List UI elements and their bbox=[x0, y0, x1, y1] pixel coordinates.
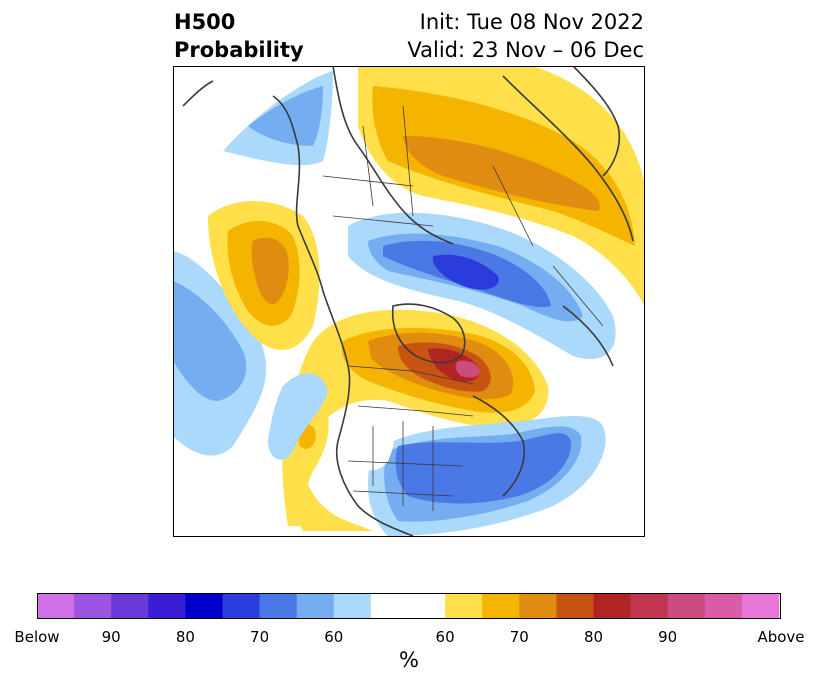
colorbar-below-cell-8 bbox=[333, 593, 372, 619]
colorbar-tick-label-4: 60 bbox=[324, 628, 344, 646]
map-title: H500 Probability bbox=[174, 8, 304, 64]
title-product: Probability bbox=[174, 38, 304, 62]
valid-range: Valid: 23 Nov – 06 Dec bbox=[407, 38, 644, 62]
init-date: Init: Tue 08 Nov 2022 bbox=[419, 10, 644, 34]
colorbar-tick-label-6: 70 bbox=[509, 628, 529, 646]
colorbar-tick-label-3: 70 bbox=[250, 628, 270, 646]
colorbar-above-cell-7 bbox=[704, 593, 743, 619]
colorbar-above-cell-6 bbox=[667, 593, 706, 619]
coastlines bbox=[182, 66, 634, 537]
colorbar-above-cell-1 bbox=[482, 593, 520, 619]
colorbar-tick-label-1: 90 bbox=[101, 628, 121, 646]
colorbar-unit: % bbox=[399, 648, 419, 672]
colorbar-above-cell-0 bbox=[445, 593, 483, 619]
colorbar-above-cell-3 bbox=[556, 593, 594, 619]
colorbar-above-cell-2 bbox=[519, 593, 557, 619]
colorbar-below-cell-6 bbox=[259, 593, 297, 619]
colorbar-frame bbox=[37, 593, 781, 619]
probability-map bbox=[173, 66, 645, 537]
colorbar-below-cell-0 bbox=[37, 593, 75, 619]
colorbar-below-cell-7 bbox=[296, 593, 335, 619]
colorbar-below-cell-4 bbox=[185, 593, 223, 619]
colorbar-above-cell-5 bbox=[630, 593, 668, 619]
colorbar-tick-label-2: 80 bbox=[175, 628, 195, 646]
colorbar-tick-label-0: Below bbox=[14, 628, 60, 646]
colorbar bbox=[37, 593, 781, 619]
colorbar-below-cell-5 bbox=[222, 593, 260, 619]
colorbar-tick-label-9: Above bbox=[757, 628, 805, 646]
colorbar-cells bbox=[37, 593, 780, 619]
colorbar-above-cell-4 bbox=[593, 593, 631, 619]
colorbar-tick-label-5: 60 bbox=[435, 628, 455, 646]
colorbar-neutral-cell bbox=[370, 593, 446, 619]
colorbar-above-cell-8 bbox=[741, 593, 780, 619]
probability-contours bbox=[173, 66, 645, 536]
colorbar-below-cell-1 bbox=[74, 593, 112, 619]
title-variable: H500 bbox=[174, 10, 236, 34]
map-frame bbox=[173, 66, 645, 537]
colorbar-below-cell-3 bbox=[148, 593, 186, 619]
colorbar-tick-label-7: 80 bbox=[583, 628, 604, 646]
map-dates: Init: Tue 08 Nov 2022 Valid: 23 Nov – 06… bbox=[407, 8, 644, 64]
political-boundaries bbox=[322, 105, 604, 511]
colorbar-below-cell-2 bbox=[111, 593, 149, 619]
colorbar-tick-label-8: 90 bbox=[658, 628, 678, 646]
